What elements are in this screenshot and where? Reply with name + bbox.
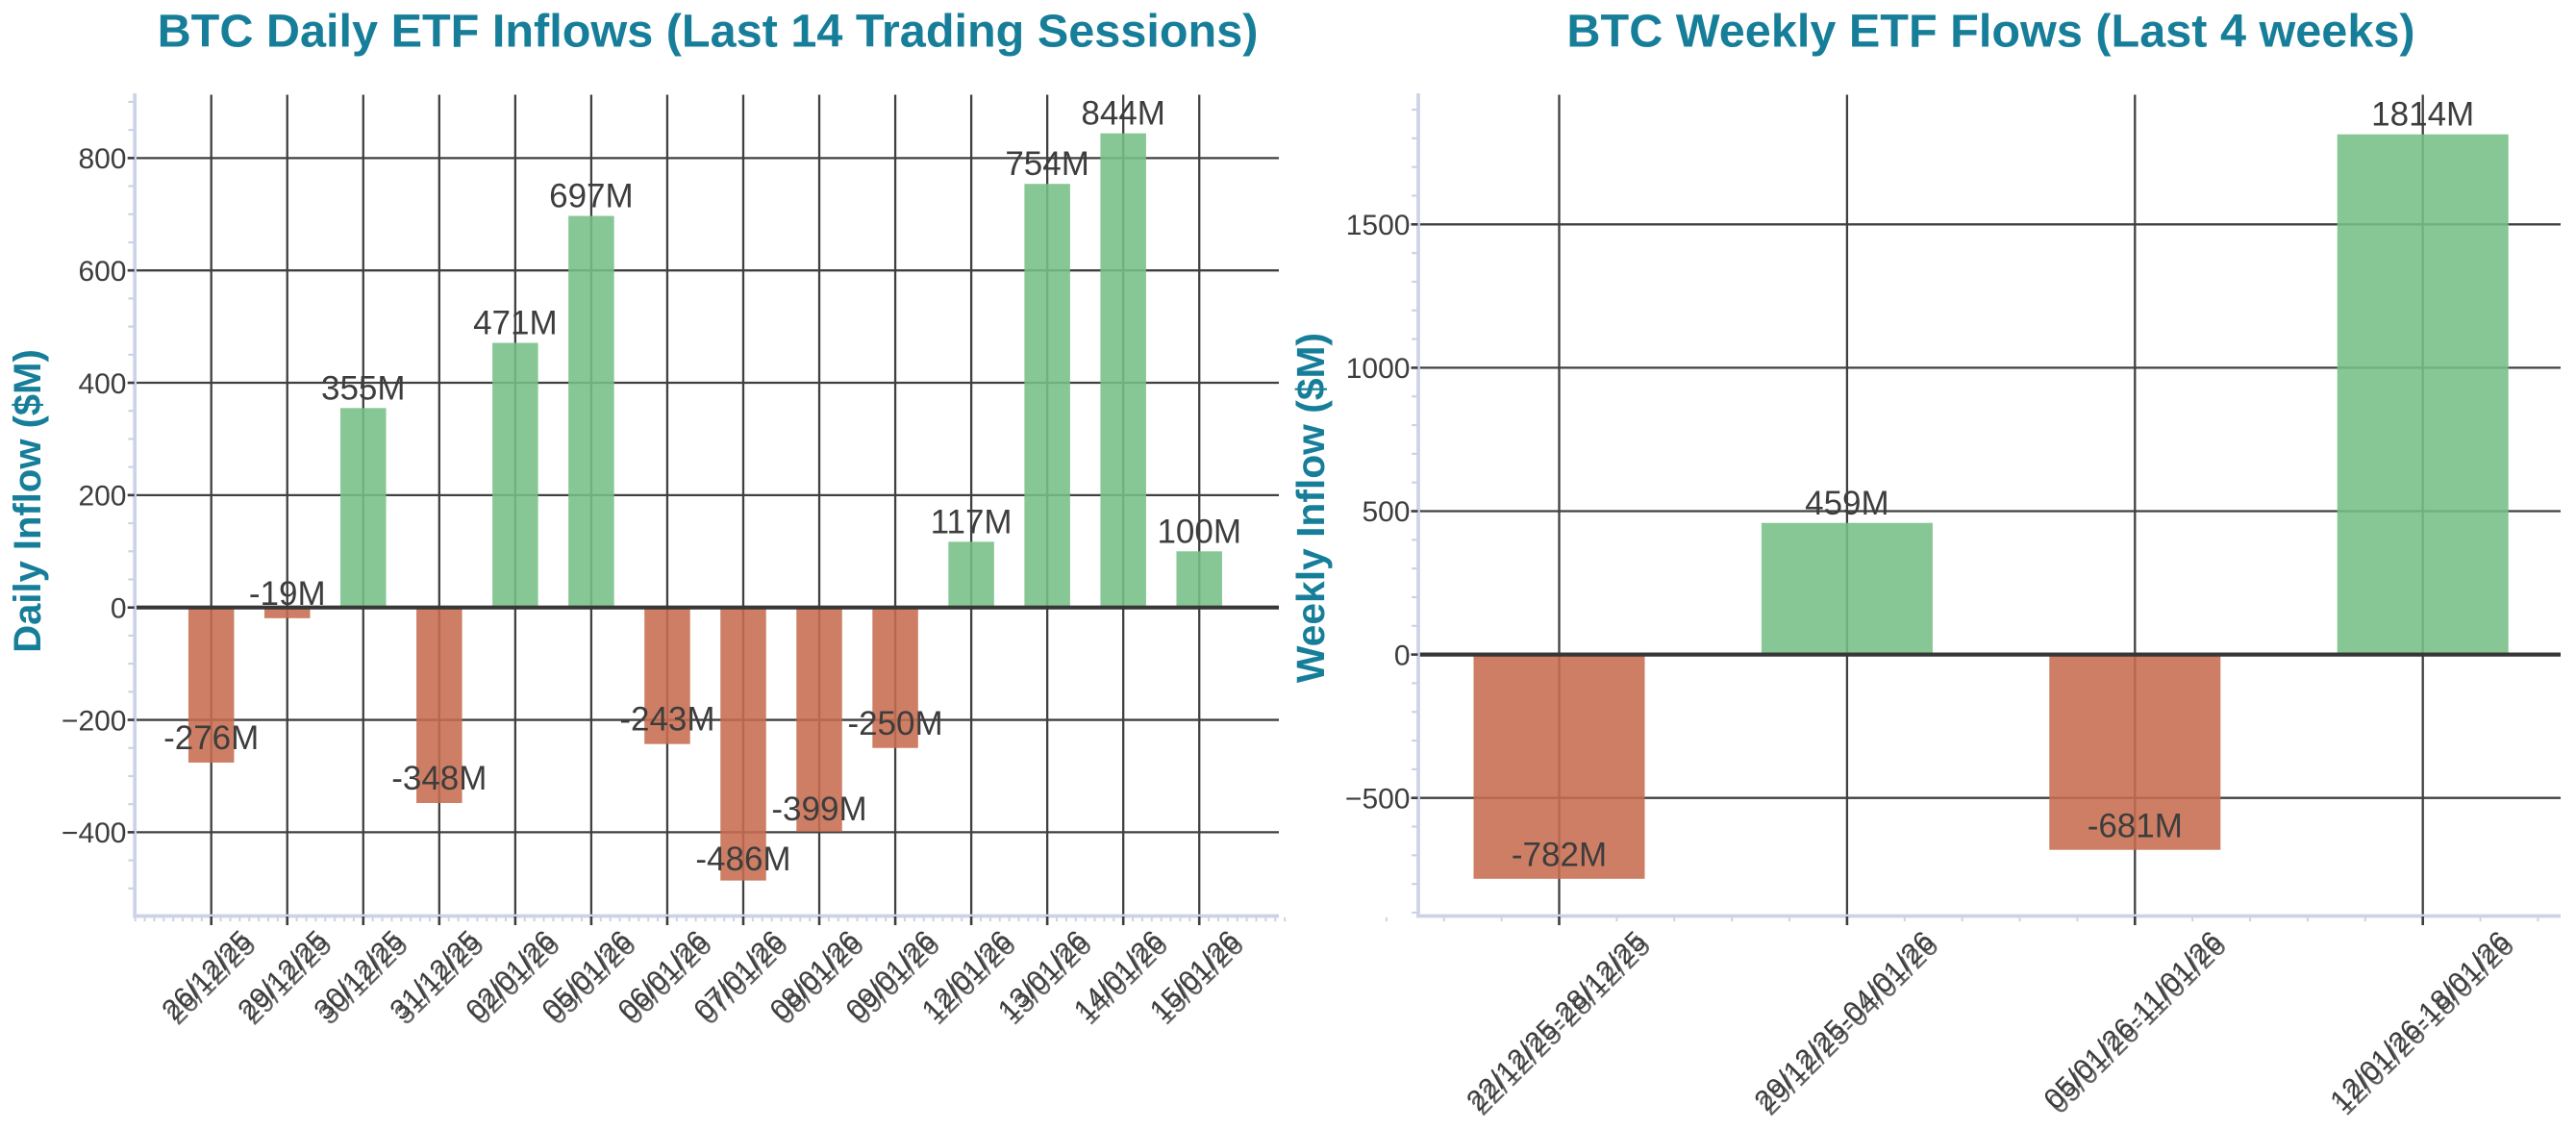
svg-text:400: 400: [78, 368, 126, 400]
svg-text:-19M: -19M: [249, 575, 326, 613]
svg-text:500: 500: [1362, 496, 1410, 528]
svg-text:697M: 697M: [549, 178, 634, 215]
svg-text:355M: 355M: [321, 369, 406, 407]
svg-text:1814M: 1814M: [2371, 96, 2474, 134]
svg-text:200: 200: [78, 481, 126, 513]
svg-text:-250M: -250M: [847, 705, 942, 742]
svg-text:471M: 471M: [473, 305, 558, 342]
svg-text:1500: 1500: [1346, 210, 1411, 241]
svg-text:Weekly Inflow ($M): Weekly Inflow ($M): [1288, 333, 1333, 683]
svg-text:100M: 100M: [1157, 513, 1241, 550]
svg-text:−500: −500: [1345, 783, 1411, 815]
svg-text:-681M: -681M: [2088, 807, 2183, 844]
svg-text:800: 800: [78, 143, 126, 175]
svg-text:BTC Daily ETF Inflows (Last 14: BTC Daily ETF Inflows (Last 14 Trading S…: [158, 6, 1259, 58]
svg-text:-399M: -399M: [771, 791, 866, 828]
svg-text:459M: 459M: [1805, 485, 1889, 522]
svg-text:117M: 117M: [931, 503, 1013, 540]
svg-text:754M: 754M: [1005, 145, 1089, 183]
svg-text:−400: −400: [62, 817, 127, 849]
svg-text:600: 600: [78, 256, 126, 288]
svg-text:Daily Inflow ($M): Daily Inflow ($M): [7, 349, 49, 653]
svg-text:0: 0: [1394, 640, 1411, 671]
svg-text:BTC Weekly ETF Flows (Last 4 w: BTC Weekly ETF Flows (Last 4 weeks): [1566, 6, 2414, 58]
svg-text:-486M: -486M: [695, 841, 790, 878]
svg-text:1000: 1000: [1346, 353, 1411, 385]
svg-text:-243M: -243M: [619, 701, 714, 739]
svg-text:0: 0: [111, 592, 127, 624]
svg-text:-276M: -276M: [163, 719, 259, 757]
svg-text:-348M: -348M: [391, 760, 487, 797]
svg-text:−200: −200: [62, 705, 127, 737]
svg-text:844M: 844M: [1081, 95, 1165, 133]
svg-text:-782M: -782M: [1512, 836, 1607, 873]
